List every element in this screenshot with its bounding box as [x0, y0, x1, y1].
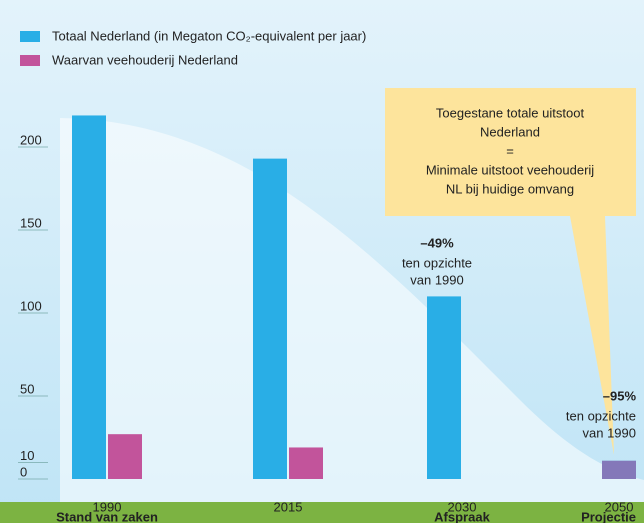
x-tick-label: 2015: [274, 499, 303, 514]
annotation-text: van 1990: [583, 425, 637, 440]
y-tick-label: 50: [20, 381, 34, 396]
callout-text: =: [506, 143, 514, 158]
bar: [108, 434, 142, 479]
bar: [427, 296, 461, 479]
x-tick-label: 2030: [448, 499, 477, 514]
y-tick-label: 200: [20, 132, 42, 147]
annotation-percent: –49%: [420, 235, 454, 250]
legend-swatch: [20, 55, 40, 66]
y-tick-label: 10: [20, 448, 34, 463]
bar: [289, 447, 323, 479]
trend-area: [60, 118, 644, 502]
y-tick-label: 100: [20, 298, 42, 313]
y-tick-label: 0: [20, 464, 27, 479]
bar: [253, 158, 287, 479]
callout-text: Nederland: [480, 124, 540, 139]
callout-box: [385, 88, 636, 455]
x-tick-label: 2050: [605, 499, 634, 514]
callout-text: Minimale uitstoot veehouderij: [426, 162, 594, 177]
annotation-text: ten opzichte: [402, 255, 472, 270]
callout-text: NL bij huidige omvang: [446, 181, 574, 196]
callout-text: Toegestane totale uitstoot: [436, 105, 585, 120]
annotation-text: ten opzichte: [566, 408, 636, 423]
bar: [72, 115, 106, 480]
ground: [0, 502, 644, 523]
x-sublabel: Stand van zaken: [56, 509, 158, 523]
x-tick-label: 1990: [93, 499, 122, 514]
legend-label: Totaal Nederland (in Megaton CO₂-equival…: [52, 28, 366, 43]
legend-label: Waarvan veehouderij Nederland: [52, 52, 238, 67]
x-sublabel: Projectie: [581, 509, 636, 523]
y-tick-label: 150: [20, 215, 42, 230]
annotation-percent: –95%: [603, 388, 637, 403]
legend-swatch: [20, 31, 40, 42]
annotation-text: van 1990: [410, 272, 464, 287]
bar: [602, 460, 636, 479]
x-sublabel: Afspraak: [434, 509, 490, 523]
